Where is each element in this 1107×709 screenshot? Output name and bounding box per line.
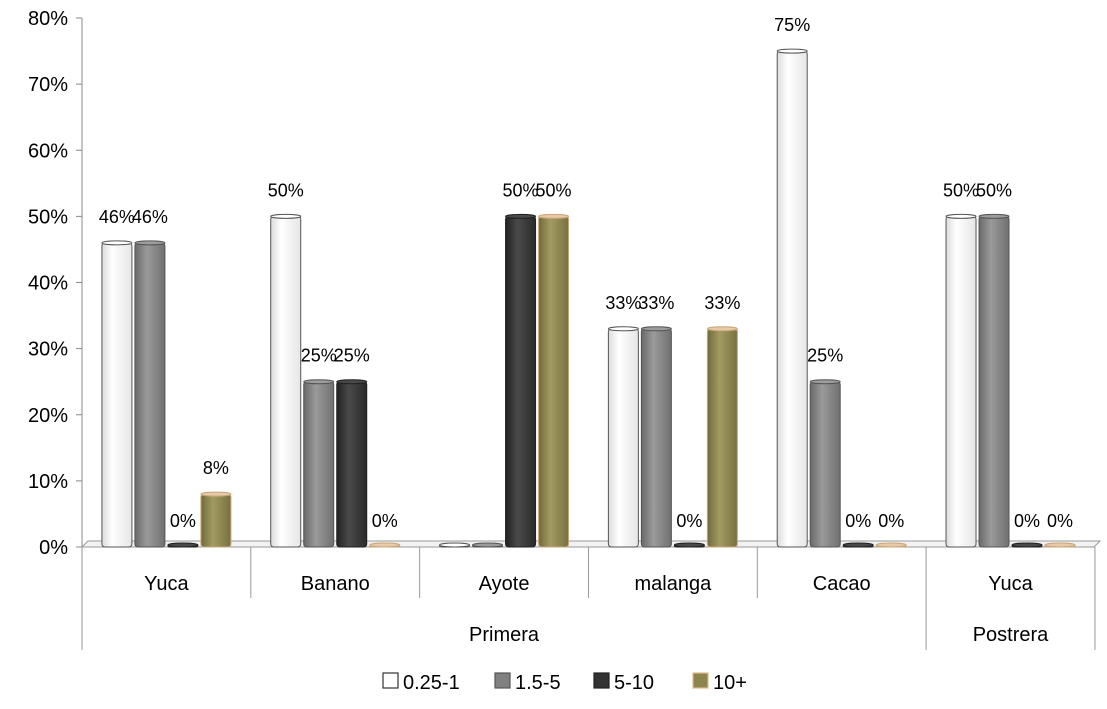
y-tick-label: 60%	[28, 140, 68, 162]
y-tick-label: 30%	[28, 339, 68, 361]
bar-top	[640, 326, 672, 332]
y-tick-label: 0%	[39, 537, 68, 559]
bar-10+	[538, 215, 570, 548]
bar-top	[945, 213, 977, 219]
bar-top	[200, 491, 232, 497]
x-category-label: malanga	[635, 573, 713, 595]
data-label: 0%	[170, 511, 196, 531]
bars	[101, 48, 1076, 548]
bar-1.5-5	[134, 242, 166, 548]
data-label: 33%	[704, 293, 740, 313]
y-tick-label: 80%	[28, 8, 68, 30]
bar-top	[538, 213, 570, 219]
bar-top	[101, 240, 133, 246]
y-tick-label: 40%	[28, 273, 68, 295]
bar-1.5-5	[303, 381, 335, 548]
data-label: 50%	[943, 180, 979, 200]
bar-0.25-1	[607, 328, 639, 548]
bar-5-10	[505, 215, 537, 548]
x-category-label: Banano	[301, 573, 370, 595]
data-label: 33%	[638, 293, 674, 313]
bar-top	[1011, 542, 1043, 548]
legend-label: 10+	[713, 672, 747, 694]
bar-top	[809, 379, 841, 385]
x-category-label: Yuca	[988, 573, 1033, 595]
bar-top	[472, 542, 504, 548]
legend-swatch	[382, 672, 399, 689]
data-label: 8%	[203, 458, 229, 478]
legend-label: 1.5-5	[515, 672, 561, 694]
bar-top	[505, 213, 537, 219]
bar-top	[336, 379, 368, 385]
legend-swatch	[593, 672, 610, 689]
data-label: 0%	[372, 511, 398, 531]
data-label: 50%	[976, 180, 1012, 200]
bar-top	[706, 326, 738, 332]
bar-top	[875, 542, 907, 548]
data-label: 50%	[503, 180, 539, 200]
bar-10+	[200, 493, 232, 548]
data-labels: 46% 50% 33% 75% 50% 46% 25% 33% 25% 50% 0% 25% 50% 0%…	[99, 15, 1073, 531]
data-label: 0%	[1014, 511, 1040, 531]
data-label: 50%	[268, 180, 304, 200]
x-category-label: Yuca	[144, 573, 189, 595]
data-label: 50%	[536, 180, 572, 200]
bar-top	[978, 213, 1010, 219]
data-label: 0%	[845, 511, 871, 531]
legend: 0.25-1 1.5-5 5-10 10+	[382, 672, 747, 694]
bar-0.25-1	[945, 215, 977, 548]
bar-1.5-5	[978, 215, 1010, 548]
y-tick-label: 50%	[28, 206, 68, 228]
bar-top	[673, 542, 705, 548]
data-label: 46%	[132, 207, 168, 227]
y-tick-label: 10%	[28, 471, 68, 493]
bar-0.25-1	[270, 215, 302, 548]
y-tick-label: 70%	[28, 74, 68, 96]
legend-label: 5-10	[614, 672, 654, 694]
bar-top	[303, 379, 335, 385]
bar-1.5-5	[809, 381, 841, 548]
bar-5-10	[336, 381, 368, 548]
data-label: 46%	[99, 207, 135, 227]
data-label: 0%	[878, 511, 904, 531]
data-label: 0%	[676, 511, 702, 531]
bar-top	[167, 542, 199, 548]
legend-label: 0.25-1	[403, 672, 460, 694]
x-category-label: Ayote	[479, 573, 530, 595]
x-category-label: Cacao	[813, 573, 871, 595]
y-tick-label: 20%	[28, 405, 68, 427]
data-label: 25%	[334, 346, 370, 366]
bar-top	[439, 542, 471, 548]
bar-top	[776, 48, 808, 54]
legend-swatch	[494, 672, 511, 689]
bar-top	[270, 213, 302, 219]
bar-10+	[706, 328, 738, 548]
x-group-label: Primera	[469, 624, 540, 646]
bar-0.25-1	[101, 242, 133, 548]
data-label: 33%	[605, 293, 641, 313]
bar-0.25-1	[776, 50, 808, 548]
bar-top	[1044, 542, 1076, 548]
x-group-label: Postrera	[973, 624, 1049, 646]
bar-1.5-5	[640, 328, 672, 548]
data-label: 75%	[774, 15, 810, 35]
data-label: 25%	[301, 346, 337, 366]
legend-swatch	[692, 672, 709, 689]
bar-top	[369, 542, 401, 548]
bar-top	[842, 542, 874, 548]
data-label: 25%	[807, 346, 843, 366]
bar-top	[134, 240, 166, 246]
data-label: 0%	[1047, 511, 1073, 531]
bar-top	[607, 326, 639, 332]
